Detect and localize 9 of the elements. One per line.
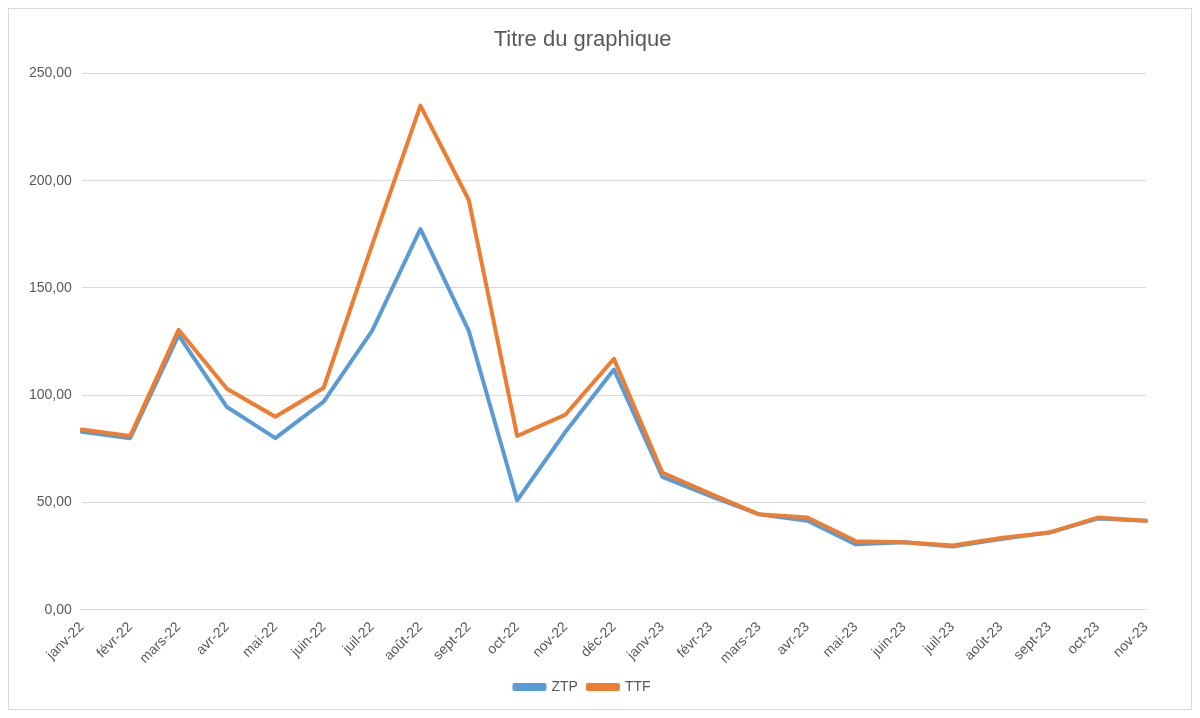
y-tick-label: 200,00 bbox=[28, 171, 73, 188]
y-tick-label: 0,00 bbox=[44, 600, 73, 617]
legend-label: TTF bbox=[624, 677, 651, 694]
y-tick-label: 100,00 bbox=[28, 386, 73, 403]
y-tick-label: 50,00 bbox=[36, 493, 73, 510]
y-tick-label: 250,00 bbox=[28, 64, 73, 81]
chart-title: Titre du graphique bbox=[493, 26, 672, 52]
legend-label: ZTP bbox=[551, 677, 578, 694]
y-tick-label: 150,00 bbox=[28, 278, 73, 295]
